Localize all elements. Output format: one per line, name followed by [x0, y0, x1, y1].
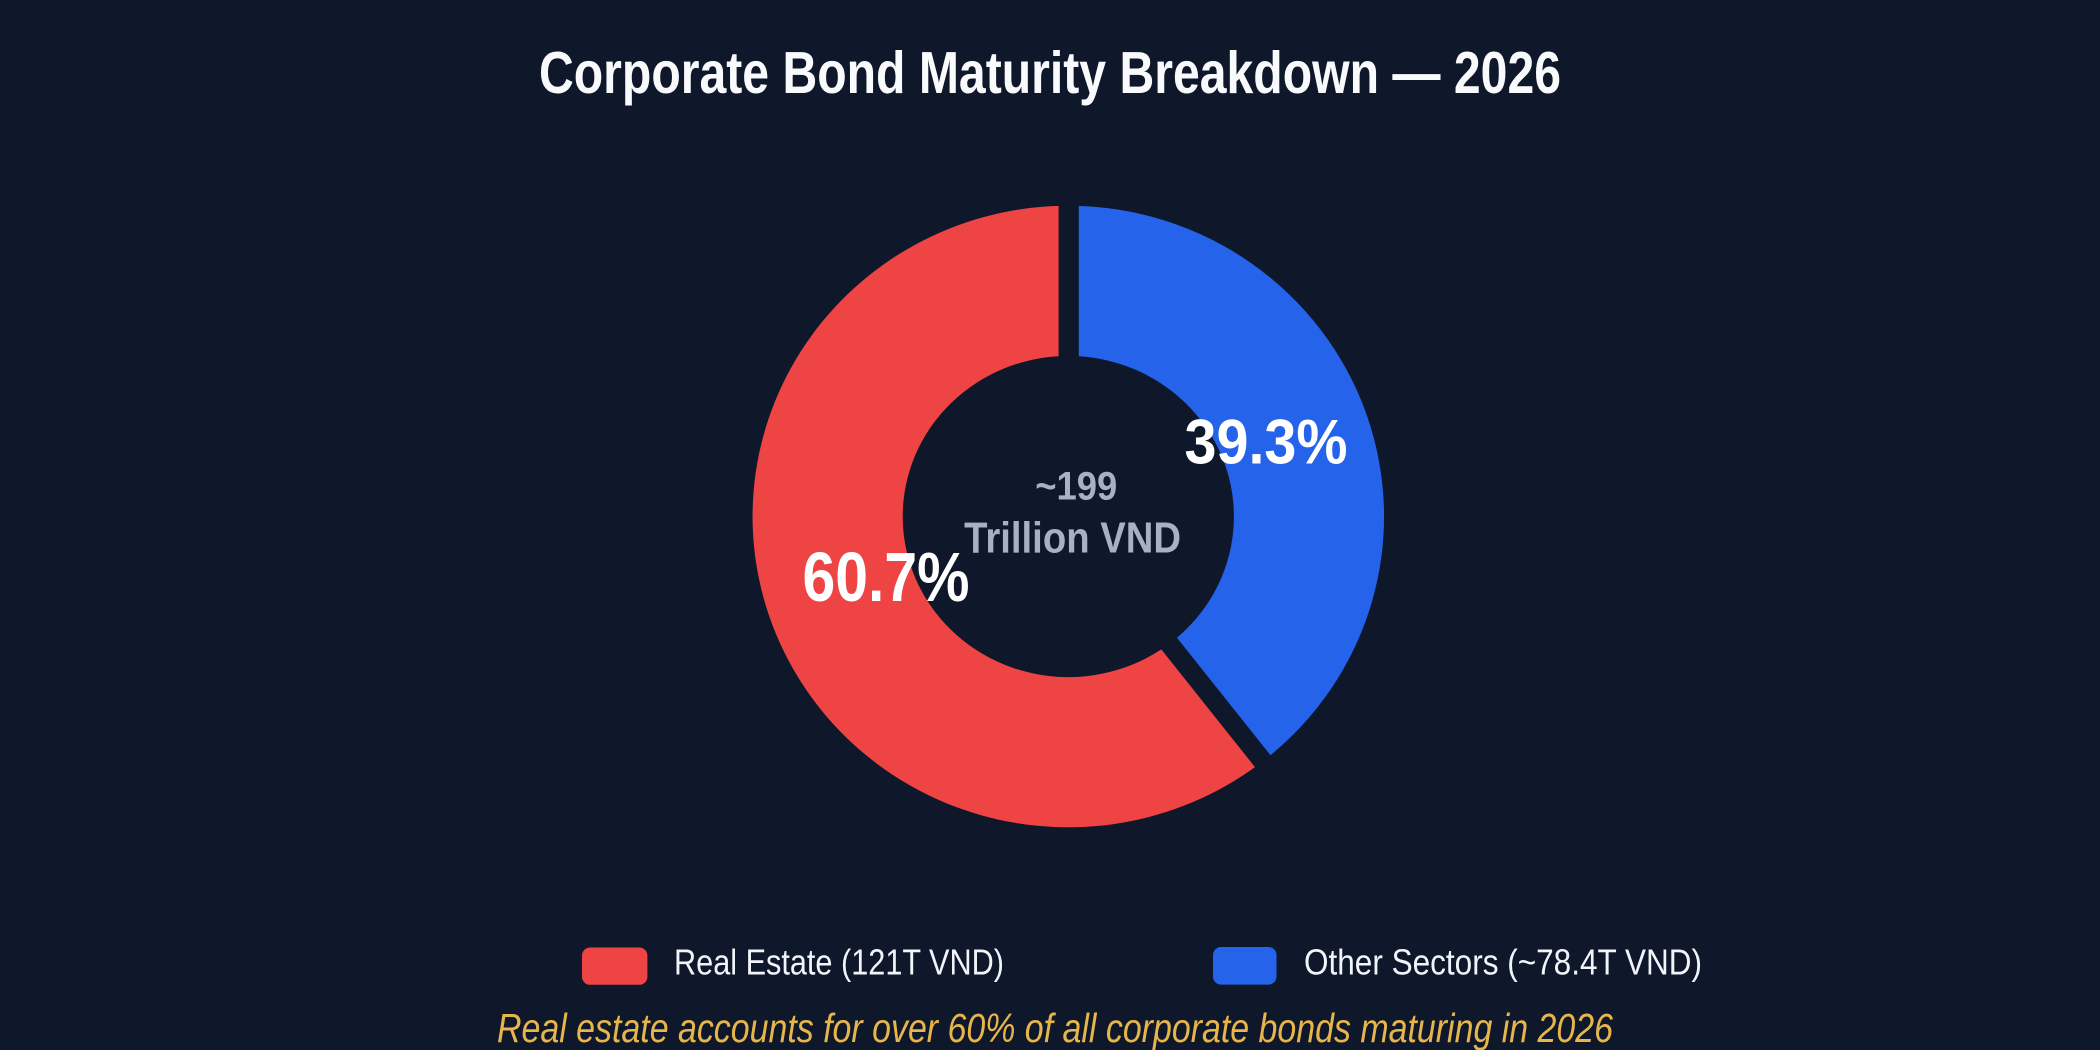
- svg-text:~199: ~199: [1035, 464, 1117, 508]
- svg-text:Real estate accounts for over: Real estate accounts for over 60% of all…: [497, 1005, 1613, 1050]
- svg-text:Real Estate (121T VND): Real Estate (121T VND): [674, 942, 1004, 983]
- svg-text:Trillion VND: Trillion VND: [964, 514, 1181, 563]
- svg-text:39.3%: 39.3%: [1185, 408, 1348, 478]
- svg-text:60.7%: 60.7%: [803, 538, 970, 616]
- svg-text:Corporate Bond Maturity Breakd: Corporate Bond Maturity Breakdown — 2026: [539, 39, 1561, 106]
- svg-text:Other Sectors (~78.4T VND): Other Sectors (~78.4T VND): [1304, 942, 1702, 983]
